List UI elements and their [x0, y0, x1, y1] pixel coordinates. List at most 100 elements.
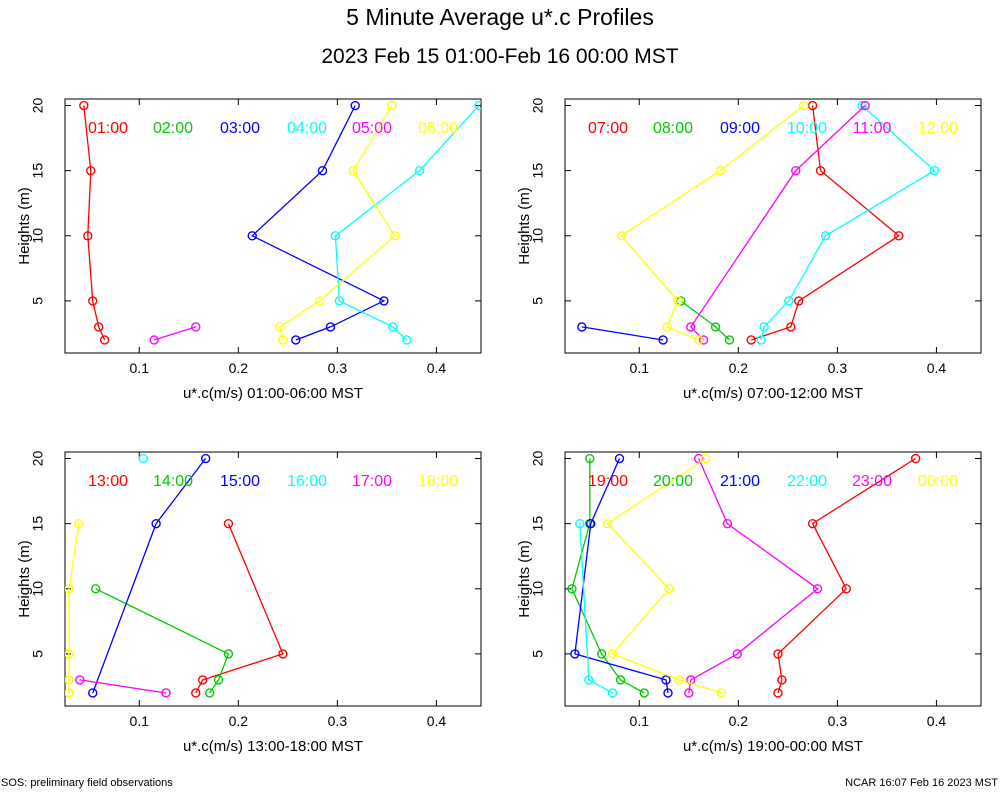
x-tick-label: 0.1 — [130, 713, 150, 729]
data-point — [663, 688, 673, 698]
data-point — [658, 335, 668, 345]
data-point — [93, 322, 104, 332]
x-tick-label: 0.3 — [328, 360, 348, 376]
y-tick-label: 15 — [530, 163, 546, 179]
data-point — [616, 231, 627, 241]
footer-timestamp: NCAR 16:07 Feb 16 2023 MST — [845, 777, 998, 789]
series-line — [579, 523, 613, 694]
data-point — [807, 518, 818, 529]
legend-entry: 12:00 — [918, 120, 958, 137]
data-point — [684, 688, 694, 698]
series-line — [195, 523, 284, 694]
data-point — [615, 675, 626, 685]
data-point — [812, 584, 823, 594]
x-axis-label: u*.c(m/s) 13:00-18:00 MST — [183, 738, 363, 755]
series-line — [777, 457, 916, 694]
y-tick-label: 20 — [530, 98, 546, 114]
footer-note: SOS: preliminary field observations — [1, 777, 173, 789]
data-point — [664, 584, 674, 594]
legend-entry: 07:00 — [588, 120, 628, 137]
series-1300 — [191, 518, 288, 698]
data-point — [86, 165, 96, 176]
data-point — [777, 675, 787, 685]
y-axis-label: Heights (m) — [516, 187, 533, 265]
data-point — [694, 335, 704, 345]
legend-entry: 14:00 — [153, 473, 193, 490]
y-tick-label: 10 — [530, 581, 546, 597]
series-0400 — [330, 100, 481, 345]
data-point — [700, 453, 711, 464]
x-axis-label: u*.c(m/s) 01:00-06:00 MST — [183, 385, 363, 402]
data-point — [88, 688, 98, 698]
data-point — [584, 675, 594, 685]
x-tick-label: 0.4 — [427, 713, 447, 729]
plot-frame — [64, 98, 482, 354]
data-point — [575, 518, 585, 529]
data-point — [213, 675, 224, 685]
legend-entry: 03:00 — [220, 120, 260, 137]
data-point — [715, 165, 726, 176]
series-1700 — [75, 675, 171, 698]
data-point — [815, 165, 826, 176]
y-tick-label: 5 — [30, 650, 46, 658]
series-1600 — [138, 453, 148, 464]
series-line — [581, 326, 664, 341]
data-point — [314, 296, 325, 306]
data-point — [65, 688, 74, 698]
series-0800 — [676, 296, 735, 345]
data-point — [223, 649, 234, 659]
x-tick-label: 0.2 — [729, 360, 749, 376]
y-tick-label: 10 — [530, 228, 546, 244]
data-point — [674, 675, 684, 685]
x-tick-label: 0.1 — [630, 360, 650, 376]
data-point — [820, 231, 831, 241]
legend-entry: 08:00 — [653, 120, 693, 137]
series-2200 — [575, 518, 618, 698]
data-point — [698, 335, 709, 345]
chart-panel-1: 0.1 0.2 0.3 0.4 5 10 15 20 u*.c(m/s) 01:00-06:00… — [16, 98, 482, 402]
x-tick-label: 0.3 — [828, 713, 848, 729]
data-point — [585, 453, 595, 464]
legend-entry: 20:00 — [653, 473, 693, 490]
series-1400 — [91, 584, 234, 698]
chart-panel-3: 0.1 0.2 0.3 0.4 5 10 15 20 u*.c(m/s) 13:00-18:00… — [16, 451, 482, 755]
data-point — [910, 453, 921, 464]
series-0000 — [602, 453, 727, 698]
x-tick-label: 0.1 — [630, 713, 650, 729]
data-point — [784, 296, 794, 306]
legend-entry: 05:00 — [352, 120, 392, 137]
data-point — [602, 518, 613, 529]
data-point — [673, 296, 683, 306]
data-point — [275, 322, 285, 332]
series-0900 — [577, 322, 668, 345]
data-point — [191, 688, 201, 698]
data-point — [567, 584, 577, 594]
plot-frame — [64, 451, 482, 707]
chart-subtitle: 2023 Feb 15 01:00-Feb 16 00:00 MST — [321, 45, 679, 68]
series-line — [153, 326, 196, 341]
series-line — [606, 457, 722, 694]
data-point — [291, 335, 301, 345]
x-tick-label: 0.2 — [729, 713, 749, 729]
y-axis-label: Heights (m) — [16, 187, 33, 265]
series-1500 — [88, 453, 211, 698]
legend-entry: 00:00 — [918, 473, 958, 490]
y-tick-label: 20 — [530, 451, 546, 467]
series-line — [750, 105, 900, 341]
data-point — [710, 322, 721, 332]
series-1800 — [65, 518, 84, 698]
legend-entry: 23:00 — [852, 473, 892, 490]
data-point — [138, 453, 148, 464]
data-point — [799, 100, 809, 111]
x-tick-label: 0.3 — [828, 360, 848, 376]
legend-entry: 15:00 — [220, 473, 260, 490]
series-1000 — [756, 100, 940, 345]
data-point — [724, 335, 735, 345]
legend-entry: 21:00 — [720, 473, 760, 490]
y-axis-label: Heights (m) — [516, 540, 533, 618]
series-1100 — [686, 100, 870, 345]
data-point — [661, 675, 671, 685]
legend-entry: 04:00 — [287, 120, 327, 137]
data-point — [614, 453, 625, 464]
